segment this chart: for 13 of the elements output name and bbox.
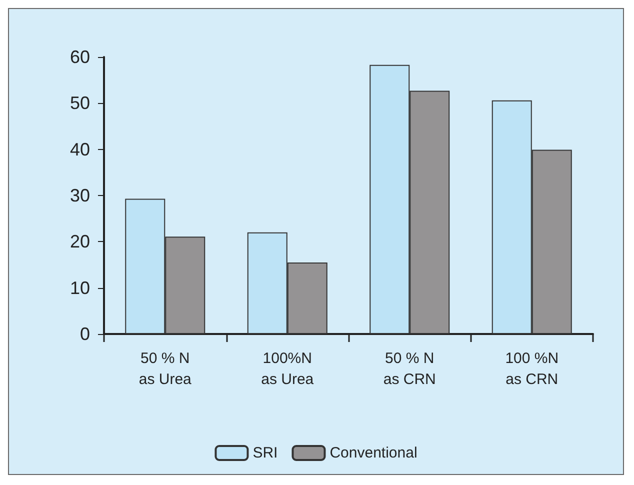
y-tick-label: 30 [70,186,90,206]
y-tick-label: 10 [70,278,90,298]
y-tick-label: 20 [70,232,90,252]
legend-label: Conventional [330,444,418,462]
x-tick-label: 100%N as Urea [261,350,314,388]
x-tick-label: 50 % N as Urea [138,350,192,388]
x-tick-label: 100 %N as CRN [505,350,559,388]
y-tick-label: 0 [80,324,90,344]
y-tick-label: 50 [70,93,90,114]
y-tick-label: 60 [70,47,90,67]
legend-label: SRI [252,444,278,462]
x-tick-label: 50 % N as CRN [383,350,436,388]
y-tick-label: 40 [70,139,90,160]
